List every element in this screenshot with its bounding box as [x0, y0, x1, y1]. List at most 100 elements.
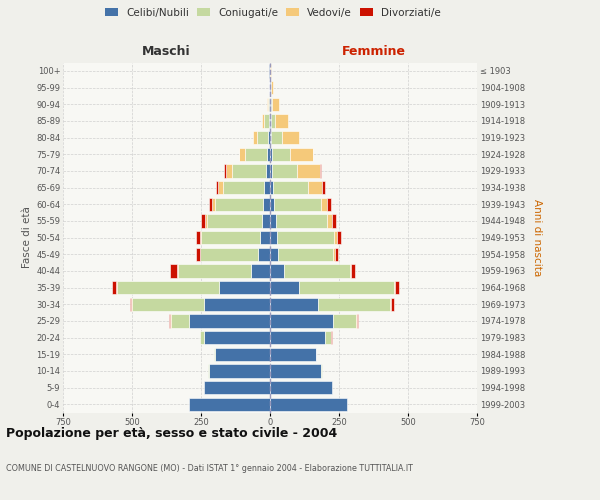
Bar — [169, 314, 170, 328]
Bar — [319, 298, 390, 311]
Bar — [245, 148, 266, 161]
Bar — [394, 281, 395, 294]
Bar — [170, 314, 188, 328]
Bar — [271, 98, 272, 111]
Bar — [270, 314, 334, 328]
Bar — [178, 264, 251, 278]
Bar — [259, 248, 270, 261]
Bar — [206, 214, 262, 228]
Bar — [284, 264, 350, 278]
Bar — [270, 98, 271, 111]
Bar — [275, 214, 328, 228]
Bar — [131, 298, 132, 311]
Bar — [116, 281, 117, 294]
Bar — [351, 264, 355, 278]
Bar — [271, 131, 282, 144]
Bar — [320, 198, 328, 211]
Bar — [334, 231, 337, 244]
Bar — [270, 231, 277, 244]
Bar — [205, 214, 206, 228]
Bar — [270, 364, 321, 378]
Bar — [272, 164, 297, 177]
Bar — [265, 181, 270, 194]
Bar — [132, 298, 204, 311]
Bar — [188, 398, 270, 411]
Y-axis label: Fasce di età: Fasce di età — [22, 206, 32, 268]
Bar — [209, 198, 212, 211]
Bar — [251, 264, 270, 278]
Bar — [215, 198, 263, 211]
Bar — [270, 348, 316, 361]
Bar — [219, 281, 270, 294]
Bar — [204, 298, 270, 311]
Bar — [270, 381, 332, 394]
Bar — [391, 298, 394, 311]
Text: Maschi: Maschi — [142, 44, 191, 58]
Bar — [262, 114, 265, 128]
Bar — [266, 148, 270, 161]
Bar — [270, 264, 284, 278]
Bar — [268, 98, 269, 111]
Bar — [270, 398, 347, 411]
Bar — [334, 314, 356, 328]
Bar — [282, 131, 299, 144]
Bar — [204, 381, 270, 394]
Bar — [270, 198, 274, 211]
Bar — [271, 81, 273, 94]
Bar — [299, 281, 394, 294]
Bar — [270, 281, 299, 294]
Bar — [268, 131, 270, 144]
Bar — [270, 181, 273, 194]
Bar — [325, 331, 331, 344]
Bar — [112, 281, 116, 294]
Bar — [320, 164, 321, 177]
Bar — [332, 214, 336, 228]
Bar — [257, 131, 268, 144]
Bar — [290, 148, 313, 161]
Bar — [260, 231, 270, 244]
Bar — [270, 131, 271, 144]
Bar — [223, 181, 265, 194]
Bar — [270, 164, 272, 177]
Bar — [200, 231, 201, 244]
Bar — [271, 114, 275, 128]
Bar — [390, 298, 391, 311]
Bar — [331, 331, 332, 344]
Bar — [232, 164, 266, 177]
Text: Femmine: Femmine — [341, 44, 406, 58]
Legend: Celibi/Nubili, Coniugati/e, Vedovi/e, Divorziati/e: Celibi/Nubili, Coniugati/e, Vedovi/e, Di… — [105, 8, 441, 18]
Bar — [270, 114, 271, 128]
Bar — [270, 298, 319, 311]
Bar — [328, 198, 331, 211]
Text: COMUNE DI CASTELNUOVO RANGONE (MO) - Dati ISTAT 1° gennaio 2004 - Elaborazione T: COMUNE DI CASTELNUOVO RANGONE (MO) - Dat… — [6, 464, 413, 473]
Bar — [308, 181, 322, 194]
Y-axis label: Anni di nascita: Anni di nascita — [532, 199, 542, 276]
Bar — [170, 264, 177, 278]
Bar — [356, 314, 357, 328]
Bar — [201, 231, 260, 244]
Bar — [321, 364, 322, 378]
Bar — [270, 214, 275, 228]
Bar — [209, 364, 270, 378]
Bar — [357, 314, 358, 328]
Bar — [200, 248, 259, 261]
Bar — [188, 314, 270, 328]
Bar — [253, 131, 257, 144]
Bar — [212, 198, 215, 211]
Bar — [270, 331, 325, 344]
Bar — [204, 331, 270, 344]
Bar — [130, 298, 131, 311]
Bar — [177, 264, 178, 278]
Bar — [277, 231, 334, 244]
Bar — [208, 364, 209, 378]
Bar — [200, 331, 204, 344]
Bar — [270, 248, 278, 261]
Bar — [218, 181, 223, 194]
Bar — [272, 98, 278, 111]
Bar — [117, 281, 219, 294]
Bar — [196, 231, 200, 244]
Bar — [214, 348, 215, 361]
Bar — [270, 148, 272, 161]
Bar — [274, 198, 320, 211]
Bar — [269, 98, 270, 111]
